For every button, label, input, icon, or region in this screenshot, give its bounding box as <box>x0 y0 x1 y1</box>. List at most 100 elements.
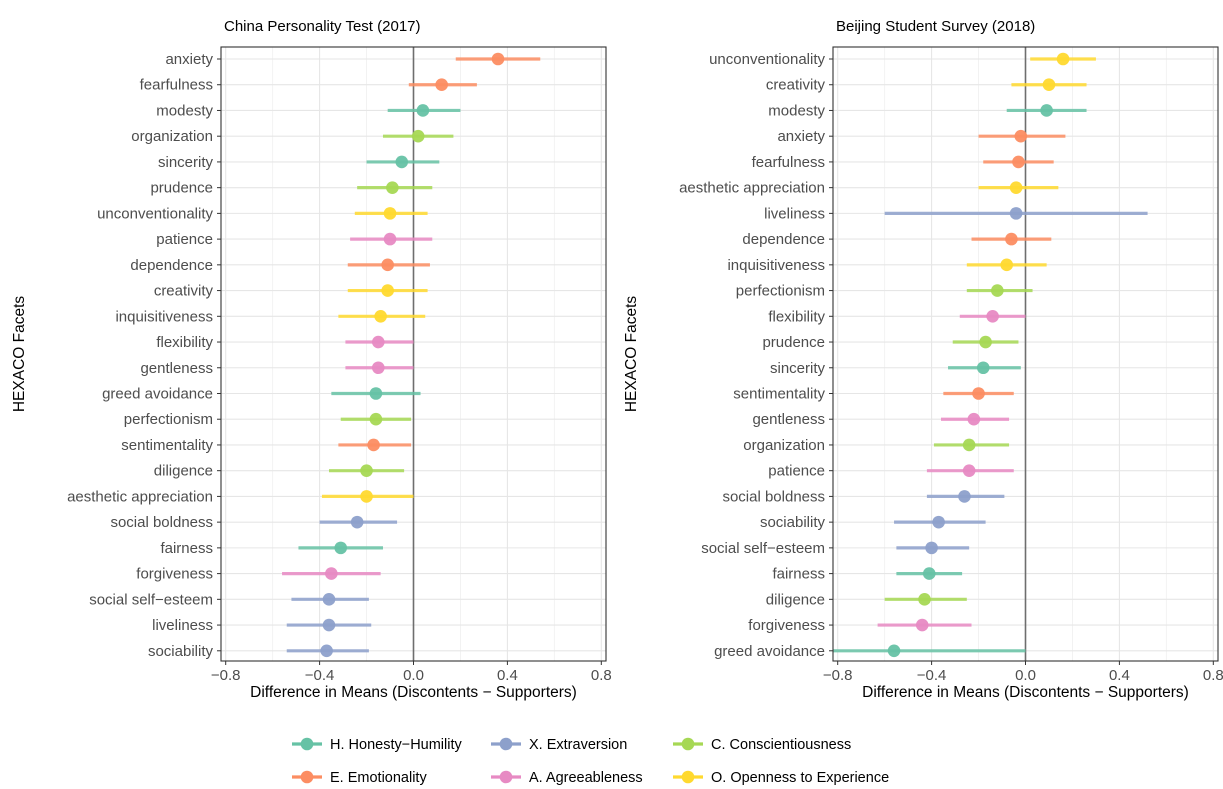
y-tick-label-anxiety: anxiety <box>777 128 825 145</box>
y-tick-label-sociability: sociability <box>148 643 214 660</box>
y-tick-label-inquisitiveness: inquisitiveness <box>115 308 213 325</box>
point-diligence <box>918 593 931 606</box>
y-tick-label-sincerity: sincerity <box>158 154 214 171</box>
y-tick-label-fairness: fairness <box>772 566 825 583</box>
point-dependence <box>1005 232 1018 246</box>
y-tick-label-fairness: fairness <box>160 540 213 557</box>
y-tick-label-organization: organization <box>743 437 825 454</box>
point-perfectionism <box>991 284 1004 297</box>
y-axis-title: HEXACO Facets <box>11 296 28 413</box>
point-forgiveness <box>915 618 929 632</box>
y-tick-label-unconventionality: unconventionality <box>97 205 213 222</box>
point-social-self-esteem <box>925 541 938 555</box>
point-social-boldness <box>350 515 364 529</box>
x-tick-label: −0.4 <box>917 667 947 684</box>
y-tick-label-modesty: modesty <box>768 102 825 119</box>
y-tick-label-sentimentality: sentimentality <box>121 437 213 454</box>
point-sincerity <box>395 155 409 169</box>
point-patience <box>383 232 397 246</box>
legend-key-a-agreeableness <box>491 770 521 784</box>
legend-label-e-emotionality: E. Emotionality <box>330 770 427 786</box>
y-tick-label-greed-avoidance: greed avoidance <box>714 643 825 660</box>
y-tick-label-flexibility: flexibility <box>156 334 213 351</box>
panel-title: China Personality Test (2017) <box>224 18 421 35</box>
point-organization <box>962 438 976 452</box>
y-tick-label-unconventionality: unconventionality <box>709 51 825 68</box>
point-sociability <box>932 515 945 529</box>
y-tick-label-sociability: sociability <box>760 514 826 531</box>
point-patience <box>962 464 976 477</box>
legend-key-e-emotionality <box>292 770 322 784</box>
point-creativity <box>381 284 394 297</box>
y-tick-label-gentleness: gentleness <box>752 411 825 428</box>
x-tick-label: −0.4 <box>305 667 335 684</box>
y-tick-label-creativity: creativity <box>766 77 826 94</box>
y-tick-label-diligence: diligence <box>766 591 825 608</box>
legend-point <box>499 770 513 784</box>
legend-key-h-honesty-humility <box>292 737 322 751</box>
point-inquisitiveness <box>1000 258 1014 272</box>
point-diligence <box>360 464 373 477</box>
y-tick-label-perfectionism: perfectionism <box>736 283 825 300</box>
x-tick-label: 0.8 <box>1203 667 1223 684</box>
y-tick-label-prudence: prudence <box>762 334 825 351</box>
point-modesty <box>1040 104 1053 117</box>
point-sociability <box>320 644 333 658</box>
point-liveliness <box>1009 207 1023 220</box>
point-fairness <box>922 567 936 580</box>
legend-key-o-openness-to-experience <box>673 770 703 784</box>
point-sentimentality <box>972 387 985 400</box>
y-tick-label-dependence: dependence <box>130 257 213 274</box>
point-fearfulness <box>435 78 448 92</box>
point-anxiety <box>491 52 505 66</box>
legend-point <box>681 770 695 784</box>
y-tick-label-dependence: dependence <box>742 231 825 248</box>
x-tick-label: −0.8 <box>211 667 241 684</box>
point-flexibility <box>371 335 385 349</box>
y-tick-label-fearfulness: fearfulness <box>140 77 213 94</box>
x-tick-label: 0.8 <box>591 667 612 684</box>
legend-label-x-extraversion: X. Extraversion <box>529 737 627 753</box>
point-prudence <box>979 335 992 349</box>
point-prudence <box>386 181 399 194</box>
y-tick-label-fearfulness: fearfulness <box>752 154 825 171</box>
x-axis-title: Difference in Means (Discontents − Suppo… <box>862 684 1189 701</box>
y-tick-label-sincerity: sincerity <box>770 360 826 377</box>
y-tick-label-aesthetic-appreciation: aesthetic appreciation <box>67 488 213 505</box>
panel-title: Beijing Student Survey (2018) <box>836 18 1035 35</box>
point-perfectionism <box>369 412 383 426</box>
y-tick-label-liveliness: liveliness <box>152 617 213 634</box>
x-tick-label: 0.4 <box>1109 667 1130 684</box>
point-organization <box>411 129 425 143</box>
y-tick-label-organization: organization <box>131 128 213 145</box>
y-tick-label-liveliness: liveliness <box>764 205 825 222</box>
x-tick-label: −0.8 <box>823 667 853 684</box>
legend-label-a-agreeableness: A. Agreeableness <box>529 770 643 786</box>
y-tick-label-flexibility: flexibility <box>768 308 825 325</box>
y-tick-label-modesty: modesty <box>156 102 213 119</box>
point-greed-avoidance <box>887 644 901 658</box>
x-axis-title: Difference in Means (Discontents − Suppo… <box>250 684 577 701</box>
point-anxiety <box>1014 129 1028 143</box>
point-sentimentality <box>367 438 380 452</box>
point-flexibility <box>986 310 999 323</box>
point-fairness <box>334 541 348 555</box>
legend-key-c-conscientiousness <box>673 737 703 751</box>
y-tick-label-sentimentality: sentimentality <box>733 385 825 402</box>
point-gentleness <box>967 412 981 426</box>
point-gentleness <box>371 361 385 375</box>
y-tick-label-social-self-esteem: social self−esteem <box>701 540 825 557</box>
point-forgiveness <box>325 567 338 580</box>
point-unconventionality <box>383 207 397 220</box>
y-tick-label-forgiveness: forgiveness <box>748 617 825 634</box>
point-aesthetic-appreciation <box>360 490 373 503</box>
legend-label-c-conscientiousness: C. Conscientiousness <box>711 737 851 753</box>
y-tick-label-social-boldness: social boldness <box>110 514 213 531</box>
y-tick-label-creativity: creativity <box>154 283 214 300</box>
point-unconventionality <box>1056 52 1070 66</box>
y-tick-label-inquisitiveness: inquisitiveness <box>727 257 825 274</box>
y-tick-label-aesthetic-appreciation: aesthetic appreciation <box>679 180 825 197</box>
legend-key-x-extraversion <box>491 737 521 751</box>
point-aesthetic-appreciation <box>1009 181 1023 194</box>
point-sincerity <box>976 361 990 375</box>
